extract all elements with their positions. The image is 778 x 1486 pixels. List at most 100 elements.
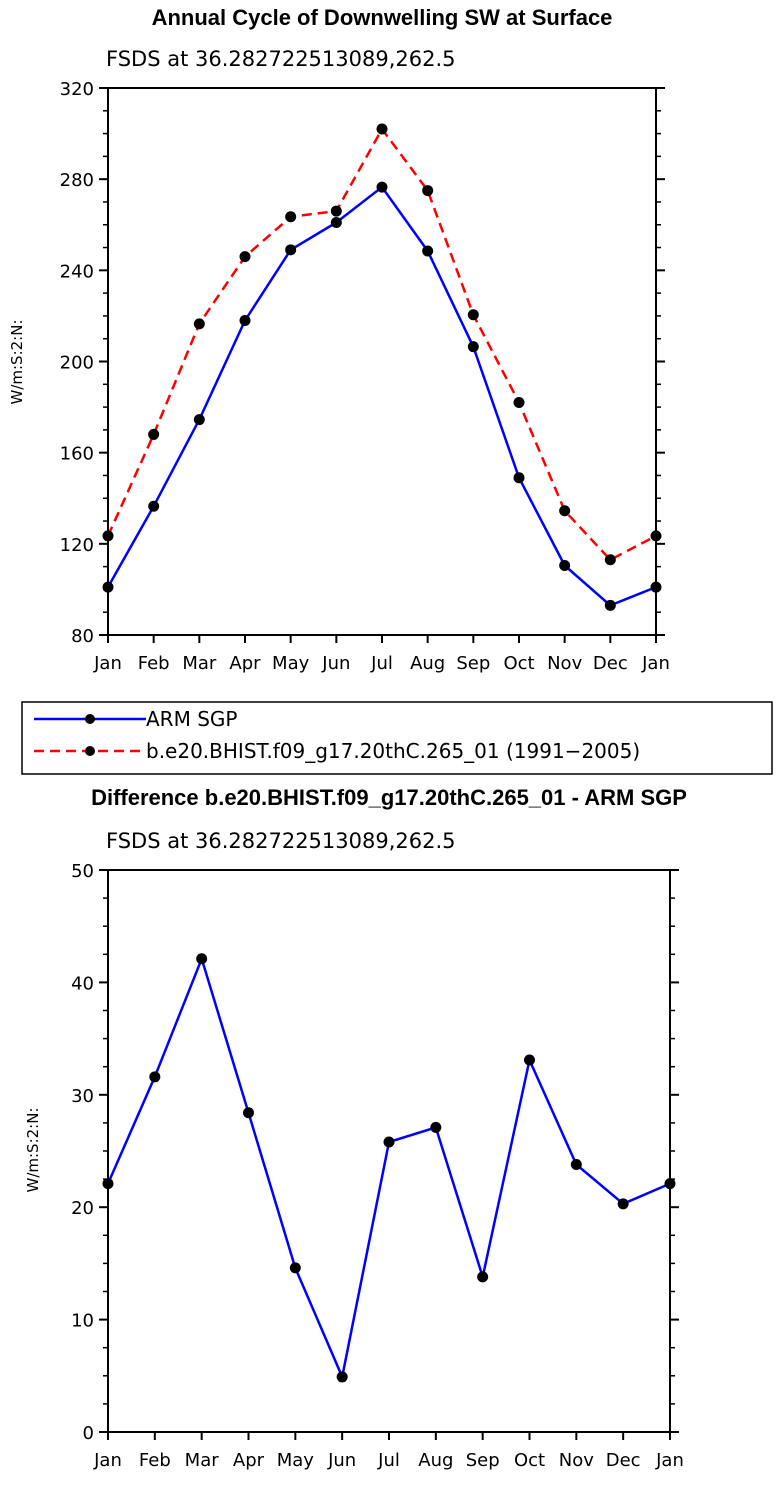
chart2-y-tick-labels: 0 10 20 30 40 50 <box>71 861 94 1444</box>
chart1-series-1-point <box>330 205 342 217</box>
chart1-series-1-point <box>604 554 616 566</box>
chart2-y-tick-label: 50 <box>71 861 94 882</box>
difference-chart: Difference b.e20.BHIST.f09_g17.20thC.265… <box>24 785 687 1471</box>
chart1-x-tick-label: Jun <box>321 653 350 674</box>
chart1-series-1-point <box>467 309 479 321</box>
chart1-x-tick-label: Aug <box>410 653 445 674</box>
chart2-y-tick-label: 20 <box>71 1198 94 1219</box>
legend-label-model: b.e20.BHIST.f09_g17.20thC.265_01 (1991−2… <box>146 739 640 763</box>
chart1-x-tick-label: Dec <box>593 653 628 674</box>
chart2-x-tick-label: Sep <box>466 1450 500 1471</box>
chart1-series-1-point <box>376 123 388 135</box>
chart2-axes <box>99 869 679 1440</box>
chart2-title: Difference b.e20.BHIST.f09_g17.20thC.265… <box>91 785 687 810</box>
chart1-x-tick-label: Apr <box>229 653 261 674</box>
chart1-plot-frame <box>107 87 657 636</box>
chart1-series-1-point <box>102 530 114 542</box>
legend-marker-model <box>85 746 95 756</box>
chart2-series-0-point <box>524 1054 535 1066</box>
chart1-x-tick-label: Jul <box>370 653 393 674</box>
chart1-y-tick-label: 280 <box>60 170 94 191</box>
chart2-series-0-point <box>477 1271 489 1283</box>
chart1-series-0-point <box>330 216 342 228</box>
chart2-series-0-point <box>243 1107 254 1119</box>
chart2-y-tick-label: 40 <box>71 973 94 994</box>
chart2-series-0-point <box>102 1178 114 1190</box>
legend: ARM SGP b.e20.BHIST.f09_g17.20thC.265_01… <box>21 701 773 775</box>
chart2-x-tick-labels: Jan Feb Mar Apr May Jun Jul Aug Sep Oct Nov Dec Jan <box>93 1450 684 1471</box>
chart1-series-0-point <box>559 559 571 571</box>
chart1-series-0-point <box>467 341 479 353</box>
chart2-series <box>102 953 676 1383</box>
chart1-x-tick-label: Sep <box>456 653 490 674</box>
chart1-series-0-point <box>604 599 616 611</box>
chart1-series-0-point <box>513 472 525 484</box>
chart1-x-tick-labels: Jan Feb Mar Apr May Jun Jul Aug Sep Oct Nov Dec Jan <box>93 653 670 674</box>
chart1-y-tick-label: 160 <box>60 444 94 465</box>
chart1-axes <box>99 87 665 643</box>
chart1-series-0-point <box>422 245 434 257</box>
chart2-y-tick-label: 30 <box>71 1086 94 1107</box>
chart1-series-1-point <box>239 251 251 263</box>
chart1-series-1-point <box>193 318 205 330</box>
chart1-y-tick-label: 200 <box>60 353 94 374</box>
chart2-series-0-line <box>106 957 671 1379</box>
chart1-y-axis-label: W/m:S:2:N: <box>8 320 26 405</box>
chart1-series <box>102 123 662 611</box>
chart1-series-1-point <box>650 530 662 542</box>
chart2-x-tick-label: Nov <box>559 1450 594 1471</box>
chart1-series-1-point <box>513 397 525 409</box>
chart1-y-tick-labels: 80 120 160 200 240 280 320 <box>60 79 94 647</box>
legend-label-arm-sgp: ARM SGP <box>146 707 237 731</box>
chart1-title: Annual Cycle of Downwelling SW at Surfac… <box>152 5 613 30</box>
chart2-x-tick-label: Jan <box>93 1450 122 1471</box>
chart1-series-1-line <box>106 127 657 562</box>
chart2-x-tick-label: Apr <box>233 1450 265 1471</box>
chart1-series-1-point <box>559 505 571 517</box>
chart1-y-tick-label: 120 <box>60 535 94 556</box>
legend-box <box>21 701 773 775</box>
chart1-series-0-point <box>376 181 388 193</box>
chart2-series-0-point <box>570 1158 582 1170</box>
chart1-x-tick-label: Oct <box>503 653 534 674</box>
chart1-series-0-line <box>106 185 657 607</box>
chart1-series-1-point <box>148 428 160 440</box>
legend-marker-arm-sgp <box>85 714 95 724</box>
chart2-series-0-point <box>289 1262 301 1274</box>
chart1-y-tick-label: 320 <box>60 79 94 100</box>
chart2-y-tick-label: 10 <box>71 1311 94 1332</box>
chart2-x-tick-label: Jun <box>327 1450 356 1471</box>
chart2-y-tick-label: 0 <box>83 1423 94 1444</box>
chart1-x-tick-label: Feb <box>138 653 170 674</box>
chart2-series-0-point <box>196 953 208 965</box>
chart1-series-1-point <box>285 211 297 223</box>
chart2-series-0-point <box>383 1136 395 1148</box>
chart2-y-axis-label: W/m:S:2:N: <box>24 1108 42 1193</box>
chart1-series-0-point <box>148 500 160 512</box>
chart1-series-0-point <box>239 314 251 326</box>
chart2-x-tick-label: Jan <box>655 1450 684 1471</box>
chart1-series-1-point <box>422 185 434 197</box>
chart2-x-tick-label: Feb <box>139 1450 171 1471</box>
chart2-x-tick-label: Oct <box>514 1450 545 1471</box>
chart2-subtitle: FSDS at 36.282722513089,262.5 <box>106 829 456 853</box>
chart1-series-0-point <box>650 581 662 593</box>
chart2-x-tick-label: Mar <box>185 1450 220 1471</box>
chart1-y-tick-label: 240 <box>60 261 94 282</box>
chart1-series-0-point <box>102 581 114 593</box>
chart2-x-tick-label: Aug <box>418 1450 453 1471</box>
chart2-x-tick-label: Jul <box>377 1450 400 1471</box>
chart2-x-tick-label: Dec <box>606 1450 641 1471</box>
chart1-subtitle: FSDS at 36.282722513089,262.5 <box>106 47 456 71</box>
chart1-series-0-point <box>193 414 205 426</box>
chart2-x-tick-label: May <box>277 1450 315 1471</box>
chart2-plot-frame <box>107 869 671 1433</box>
chart2-series-0-point <box>336 1371 348 1383</box>
chart2-series-0-point <box>149 1071 161 1083</box>
chart1-x-tick-label: Jan <box>93 653 122 674</box>
chart2-series-0-point <box>617 1198 629 1210</box>
chart1-series-0-point <box>285 244 297 256</box>
chart1-x-tick-label: May <box>272 653 310 674</box>
chart1-y-tick-label: 80 <box>71 626 94 647</box>
annual-cycle-chart: Annual Cycle of Downwelling SW at Surfac… <box>8 5 670 674</box>
